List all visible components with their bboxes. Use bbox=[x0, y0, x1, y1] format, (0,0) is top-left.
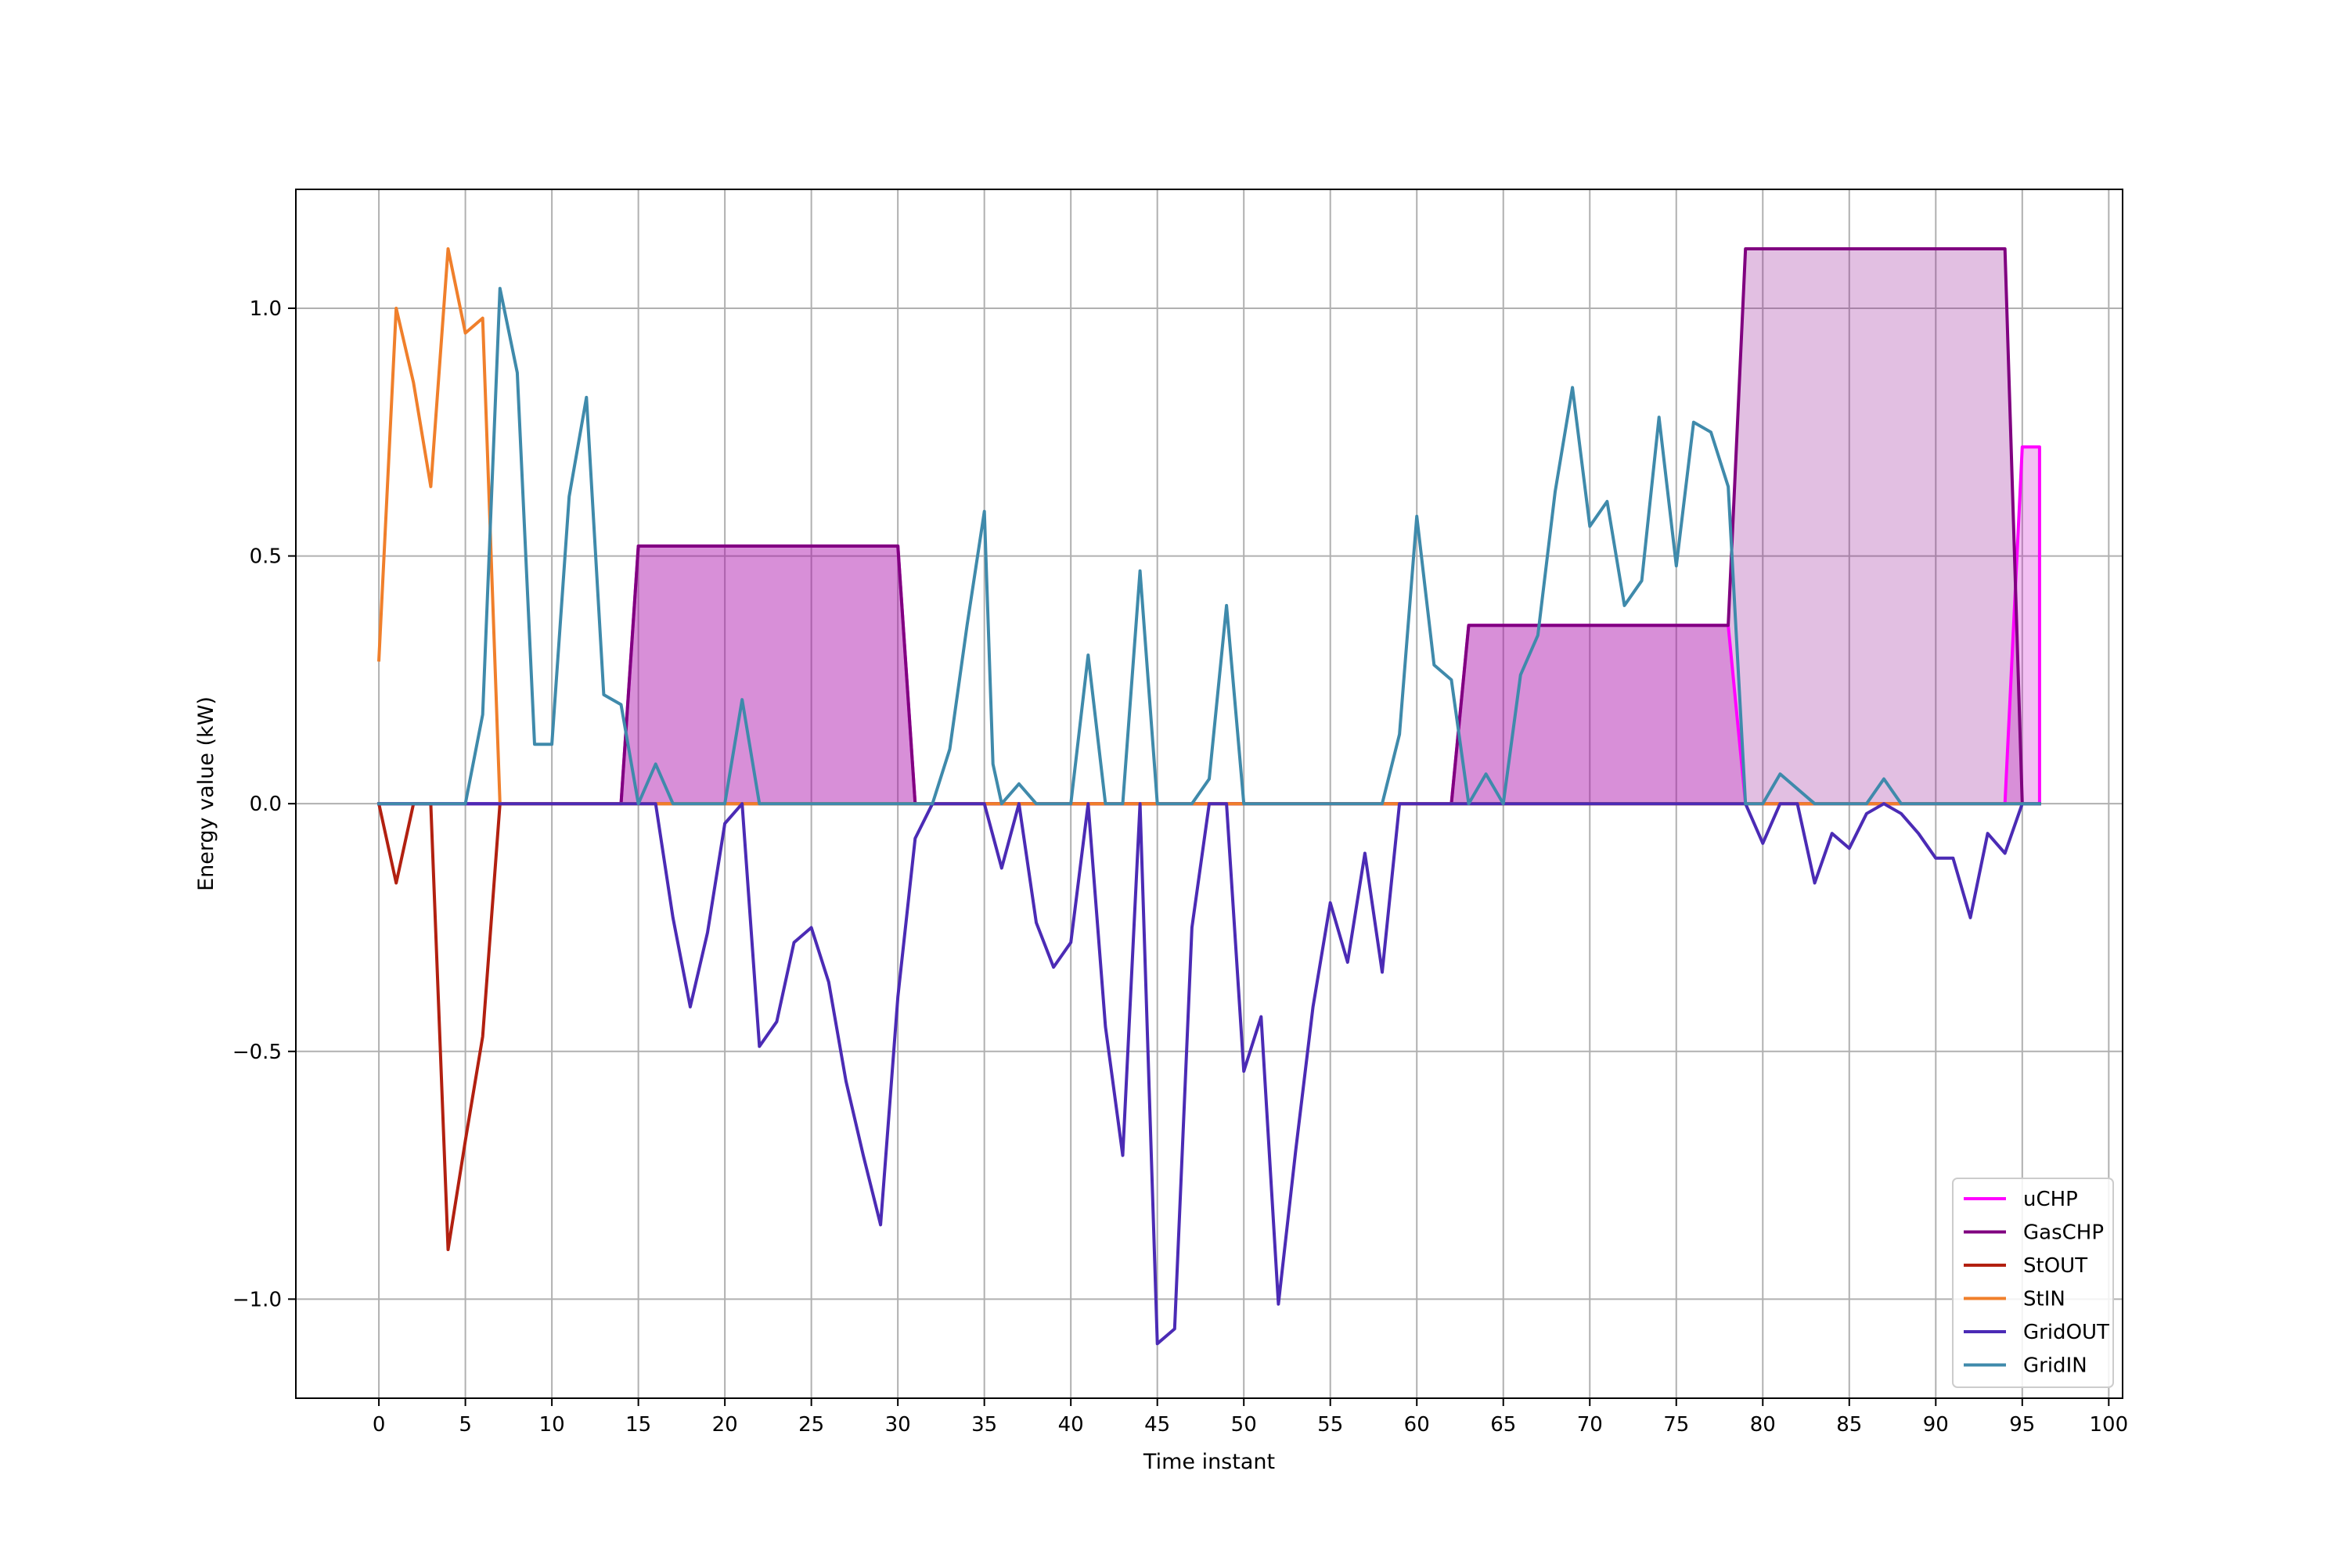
y-tick-label: 1.0 bbox=[250, 297, 282, 321]
y-tick-label: 0.0 bbox=[250, 793, 282, 816]
area-fill-layer bbox=[379, 249, 2040, 804]
legend-label: GridIN bbox=[2023, 1354, 2087, 1378]
x-tick-label: 75 bbox=[1663, 1413, 1689, 1437]
x-tick-label: 20 bbox=[712, 1413, 738, 1437]
x-tick-label: 70 bbox=[1577, 1413, 1603, 1437]
x-tick-label: 30 bbox=[885, 1413, 911, 1437]
legend-label: StOUT bbox=[2023, 1254, 2087, 1278]
y-tick-label: −0.5 bbox=[232, 1041, 282, 1064]
x-tick-label: 35 bbox=[971, 1413, 997, 1437]
x-tick-label: 65 bbox=[1490, 1413, 1516, 1437]
legend-label: GasCHP bbox=[2023, 1221, 2104, 1245]
x-tick-label: 25 bbox=[798, 1413, 824, 1437]
series-line-layer bbox=[376, 247, 2041, 1346]
x-tick-label: 85 bbox=[1836, 1413, 1862, 1437]
series-area-gaschp bbox=[379, 249, 2040, 804]
y-tick-label: 0.5 bbox=[250, 545, 282, 569]
series-line-gaschp bbox=[377, 247, 2041, 806]
y-axis-label: Energy value (kW) bbox=[194, 696, 218, 891]
x-tick-label: 100 bbox=[2089, 1413, 2128, 1437]
legend-label: StIN bbox=[2023, 1288, 2065, 1311]
legend-label: uCHP bbox=[2023, 1188, 2078, 1211]
legend-label: GridOUT bbox=[2023, 1321, 2109, 1344]
x-tick-label: 45 bbox=[1144, 1413, 1170, 1437]
x-tick-label: 55 bbox=[1317, 1413, 1343, 1437]
x-tick-label: 0 bbox=[373, 1413, 386, 1437]
x-tick-label: 95 bbox=[2009, 1413, 2035, 1437]
x-tick-label: 5 bbox=[459, 1413, 472, 1437]
x-tick-label: 50 bbox=[1231, 1413, 1257, 1437]
x-tick-label: 80 bbox=[1750, 1413, 1776, 1437]
series-line-stout bbox=[376, 801, 2041, 1251]
x-tick-label: 10 bbox=[539, 1413, 565, 1437]
plot-frame bbox=[295, 189, 2123, 1399]
x-axis-label: Time instant bbox=[1143, 1450, 1275, 1474]
series-line-gridin bbox=[377, 286, 2041, 806]
series-line-gridout bbox=[377, 802, 2041, 1346]
series-line-stin bbox=[377, 247, 2041, 806]
x-tick-label: 60 bbox=[1404, 1413, 1430, 1437]
x-tick-label: 40 bbox=[1058, 1413, 1084, 1437]
legend: uCHP GasCHP StOUT StIN GridOUT GridIN bbox=[1952, 1178, 2114, 1388]
x-tick-label: 90 bbox=[1923, 1413, 1949, 1437]
y-tick-label: −1.0 bbox=[232, 1288, 282, 1311]
series-area-uchp bbox=[379, 447, 2040, 804]
x-tick-label: 15 bbox=[625, 1413, 651, 1437]
tick-layer: 0 5 10 15 20 25 30 35 40 45 50 55 60 65 70 75 80 85 90 95 10… bbox=[232, 297, 2128, 1437]
